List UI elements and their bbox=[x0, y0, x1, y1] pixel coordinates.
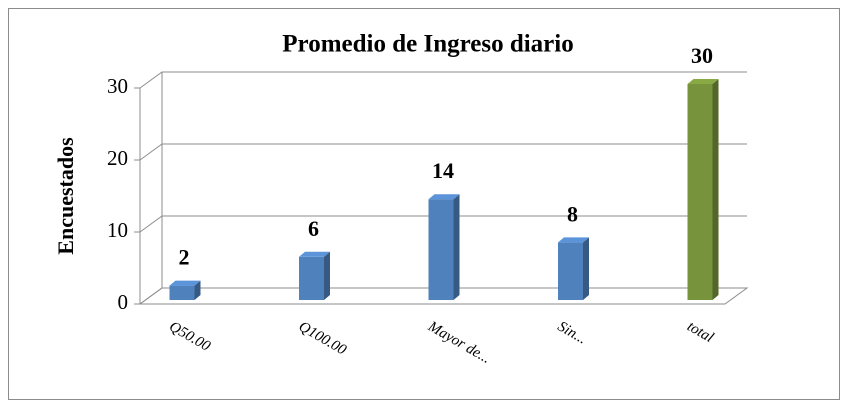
bar-side bbox=[453, 194, 460, 300]
bar-top bbox=[299, 251, 330, 257]
data-label: 6 bbox=[308, 216, 319, 241]
bar bbox=[558, 242, 583, 300]
grid-line bbox=[139, 215, 747, 233]
data-label: 8 bbox=[567, 201, 578, 226]
y-tick-label: 10 bbox=[107, 218, 128, 242]
bar-side bbox=[324, 251, 330, 300]
grid-line bbox=[139, 287, 747, 305]
bar-top bbox=[428, 194, 460, 200]
bar-top bbox=[169, 280, 201, 286]
data-label: 14 bbox=[432, 158, 454, 183]
bar-top bbox=[558, 237, 589, 243]
chart-title: Promedio de Ingreso diario bbox=[282, 31, 573, 58]
data-label: 30 bbox=[691, 43, 713, 68]
bar bbox=[169, 285, 195, 300]
y-tick-label: 30 bbox=[107, 74, 128, 98]
bar-side bbox=[583, 237, 589, 300]
y-tick-label: 20 bbox=[107, 146, 128, 170]
bar-side bbox=[712, 79, 719, 300]
y-tick-label: 0 bbox=[118, 290, 129, 314]
bar bbox=[299, 256, 324, 300]
y-axis-label: Encuestados bbox=[53, 137, 78, 255]
grid-line bbox=[139, 143, 747, 161]
bar bbox=[428, 199, 454, 300]
bar-side bbox=[194, 280, 201, 300]
bar-top bbox=[687, 79, 719, 84]
grid-line bbox=[139, 71, 747, 89]
bar bbox=[687, 84, 713, 300]
data-label: 2 bbox=[179, 245, 190, 270]
